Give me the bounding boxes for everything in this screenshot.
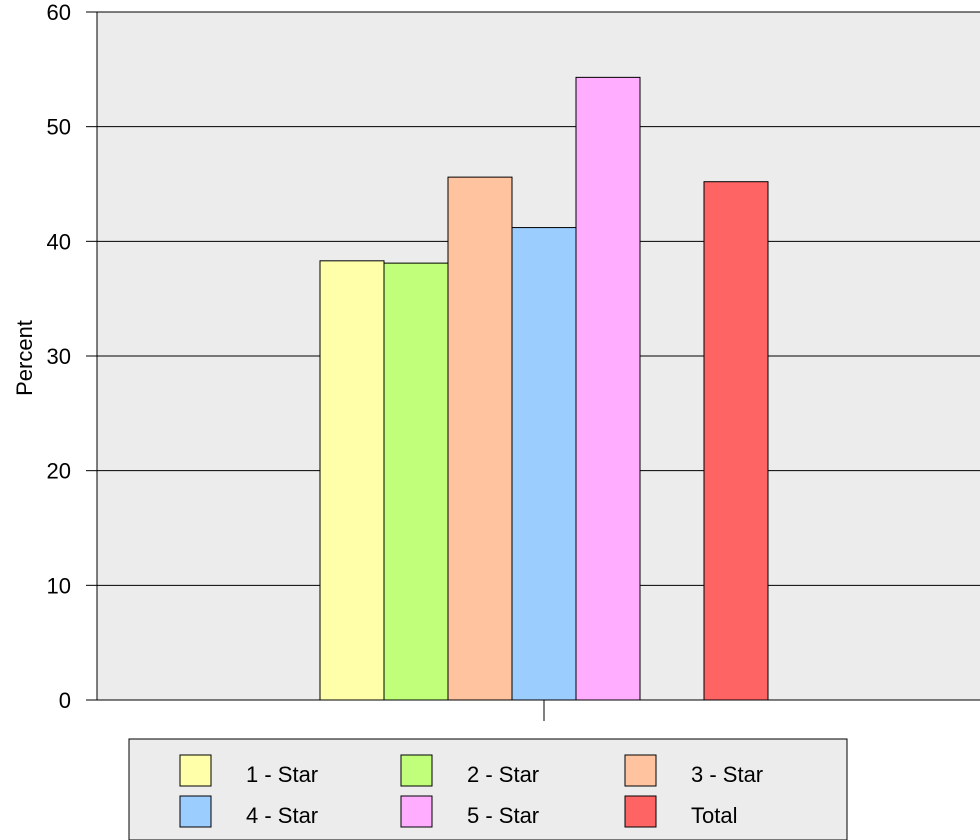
legend-swatch-5-star	[400, 795, 433, 828]
legend-swatch-total	[624, 795, 657, 828]
y-tick-label: 40	[47, 229, 71, 254]
y-axis	[86, 11, 98, 701]
bar-5-star	[575, 76, 641, 701]
y-tick-label: 20	[47, 459, 71, 484]
bar-4-star	[511, 227, 577, 701]
legend: 1 - Star 2 - Star 3 - Star 4 - Star 5 - Star…	[128, 738, 848, 840]
y-tick-label: 50	[47, 115, 71, 140]
legend-label-3-star: 3 - Star	[691, 762, 763, 787]
legend-swatch-3-star	[624, 754, 657, 787]
y-tick-label: 60	[47, 0, 71, 25]
bar-2-star	[383, 262, 449, 701]
legend-label-2-star: 2 - Star	[467, 762, 539, 787]
legend-label-5-star: 5 - Star	[467, 803, 539, 828]
legend-swatch-4-star	[179, 795, 212, 828]
y-tick-label: 0	[59, 688, 71, 713]
y-tick-label: 10	[47, 573, 71, 598]
legend-label-4-star: 4 - Star	[246, 803, 318, 828]
legend-swatch-1-star	[179, 754, 212, 787]
y-tick-label: 30	[47, 344, 71, 369]
legend-swatch-2-star	[400, 754, 433, 787]
bars	[319, 76, 769, 701]
legend-label-1-star: 1 - Star	[246, 762, 318, 787]
bar-total	[703, 181, 769, 701]
bar-1-star	[319, 260, 385, 701]
bar-3-star	[447, 176, 513, 701]
legend-label-total: Total	[691, 803, 737, 828]
y-tick-labels: 0 10 20 30 40 50 60	[47, 0, 71, 713]
y-axis-title: Percent	[12, 320, 37, 396]
legend-box	[128, 738, 848, 840]
